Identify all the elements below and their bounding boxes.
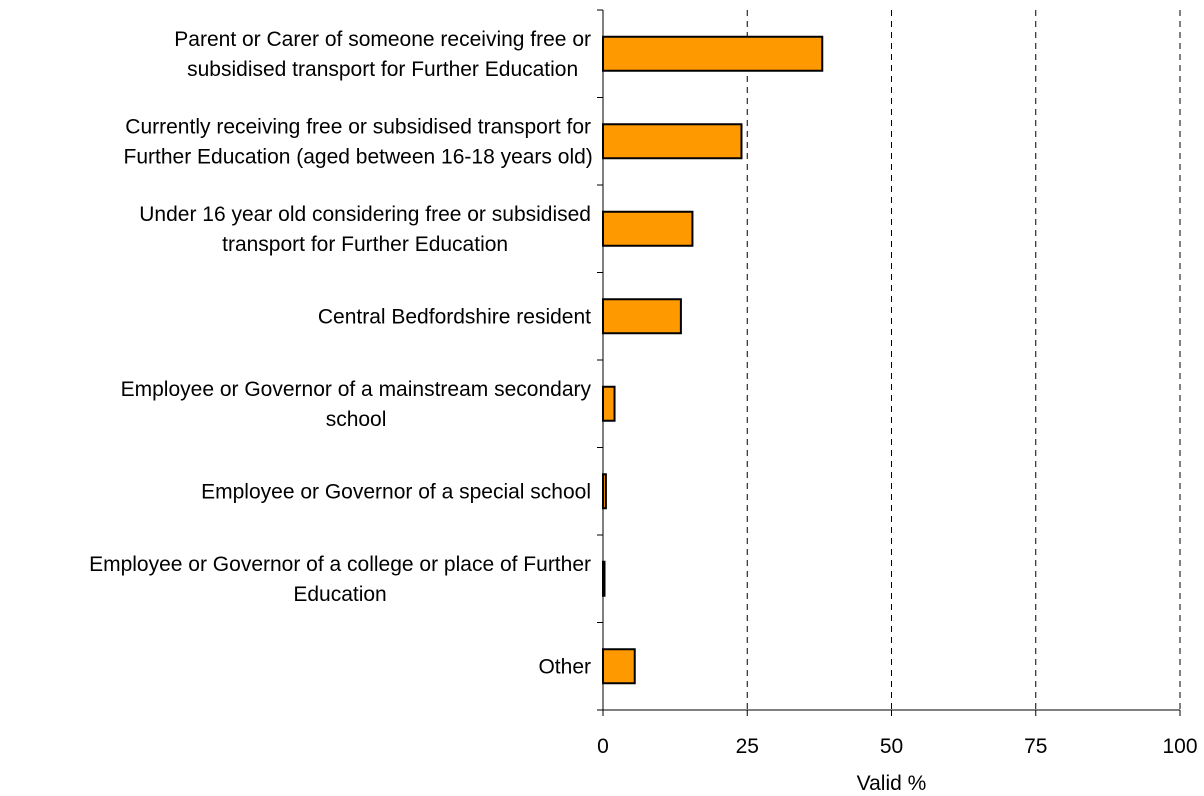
category-label-3: Central Bedfordshire resident [318, 305, 591, 328]
bar-7 [602, 648, 636, 685]
x-tick-label-50: 50 [880, 735, 903, 758]
category-label-1-line-1: Further Education (aged between 16-18 ye… [124, 145, 593, 168]
x-axis-title: Valid % [857, 772, 927, 795]
bar-3 [602, 298, 682, 335]
x-tick-label-25: 25 [736, 735, 759, 758]
category-label-4-line-0: Employee or Governor of a mainstream sec… [121, 378, 592, 401]
x-tick-labels: 0 25 50 75 100 [597, 735, 1197, 758]
bar-2 [602, 210, 694, 247]
bar-4 [602, 385, 616, 422]
category-label-5: Employee or Governor of a special school [201, 480, 591, 503]
x-tick-label-100: 100 [1162, 735, 1197, 758]
category-label-6-line-1: Education [293, 583, 386, 606]
category-label-0-line-1: subsidised transport for Further Educati… [187, 58, 578, 81]
category-label-7: Other [538, 655, 591, 678]
gridlines [746, 10, 1181, 710]
axes [597, 9, 1181, 716]
category-label-2-line-1: transport for Further Education [222, 233, 508, 256]
bar-0 [602, 35, 824, 72]
bars [602, 35, 824, 685]
x-tick-label-75: 75 [1024, 735, 1047, 758]
x-tick-label-0: 0 [597, 735, 609, 758]
category-label-0-line-0: Parent or Carer of someone receiving fre… [174, 28, 591, 51]
category-label-1-line-0: Currently receiving free or subsidised t… [125, 115, 591, 138]
category-label-6-line-0: Employee or Governor of a college or pla… [89, 553, 591, 576]
category-labels: Parent or Carer of someone receiving fre… [89, 28, 593, 679]
bar-1 [602, 123, 743, 160]
category-label-2-line-0: Under 16 year old considering free or su… [139, 203, 591, 226]
category-label-4-line-1: school [326, 408, 387, 431]
